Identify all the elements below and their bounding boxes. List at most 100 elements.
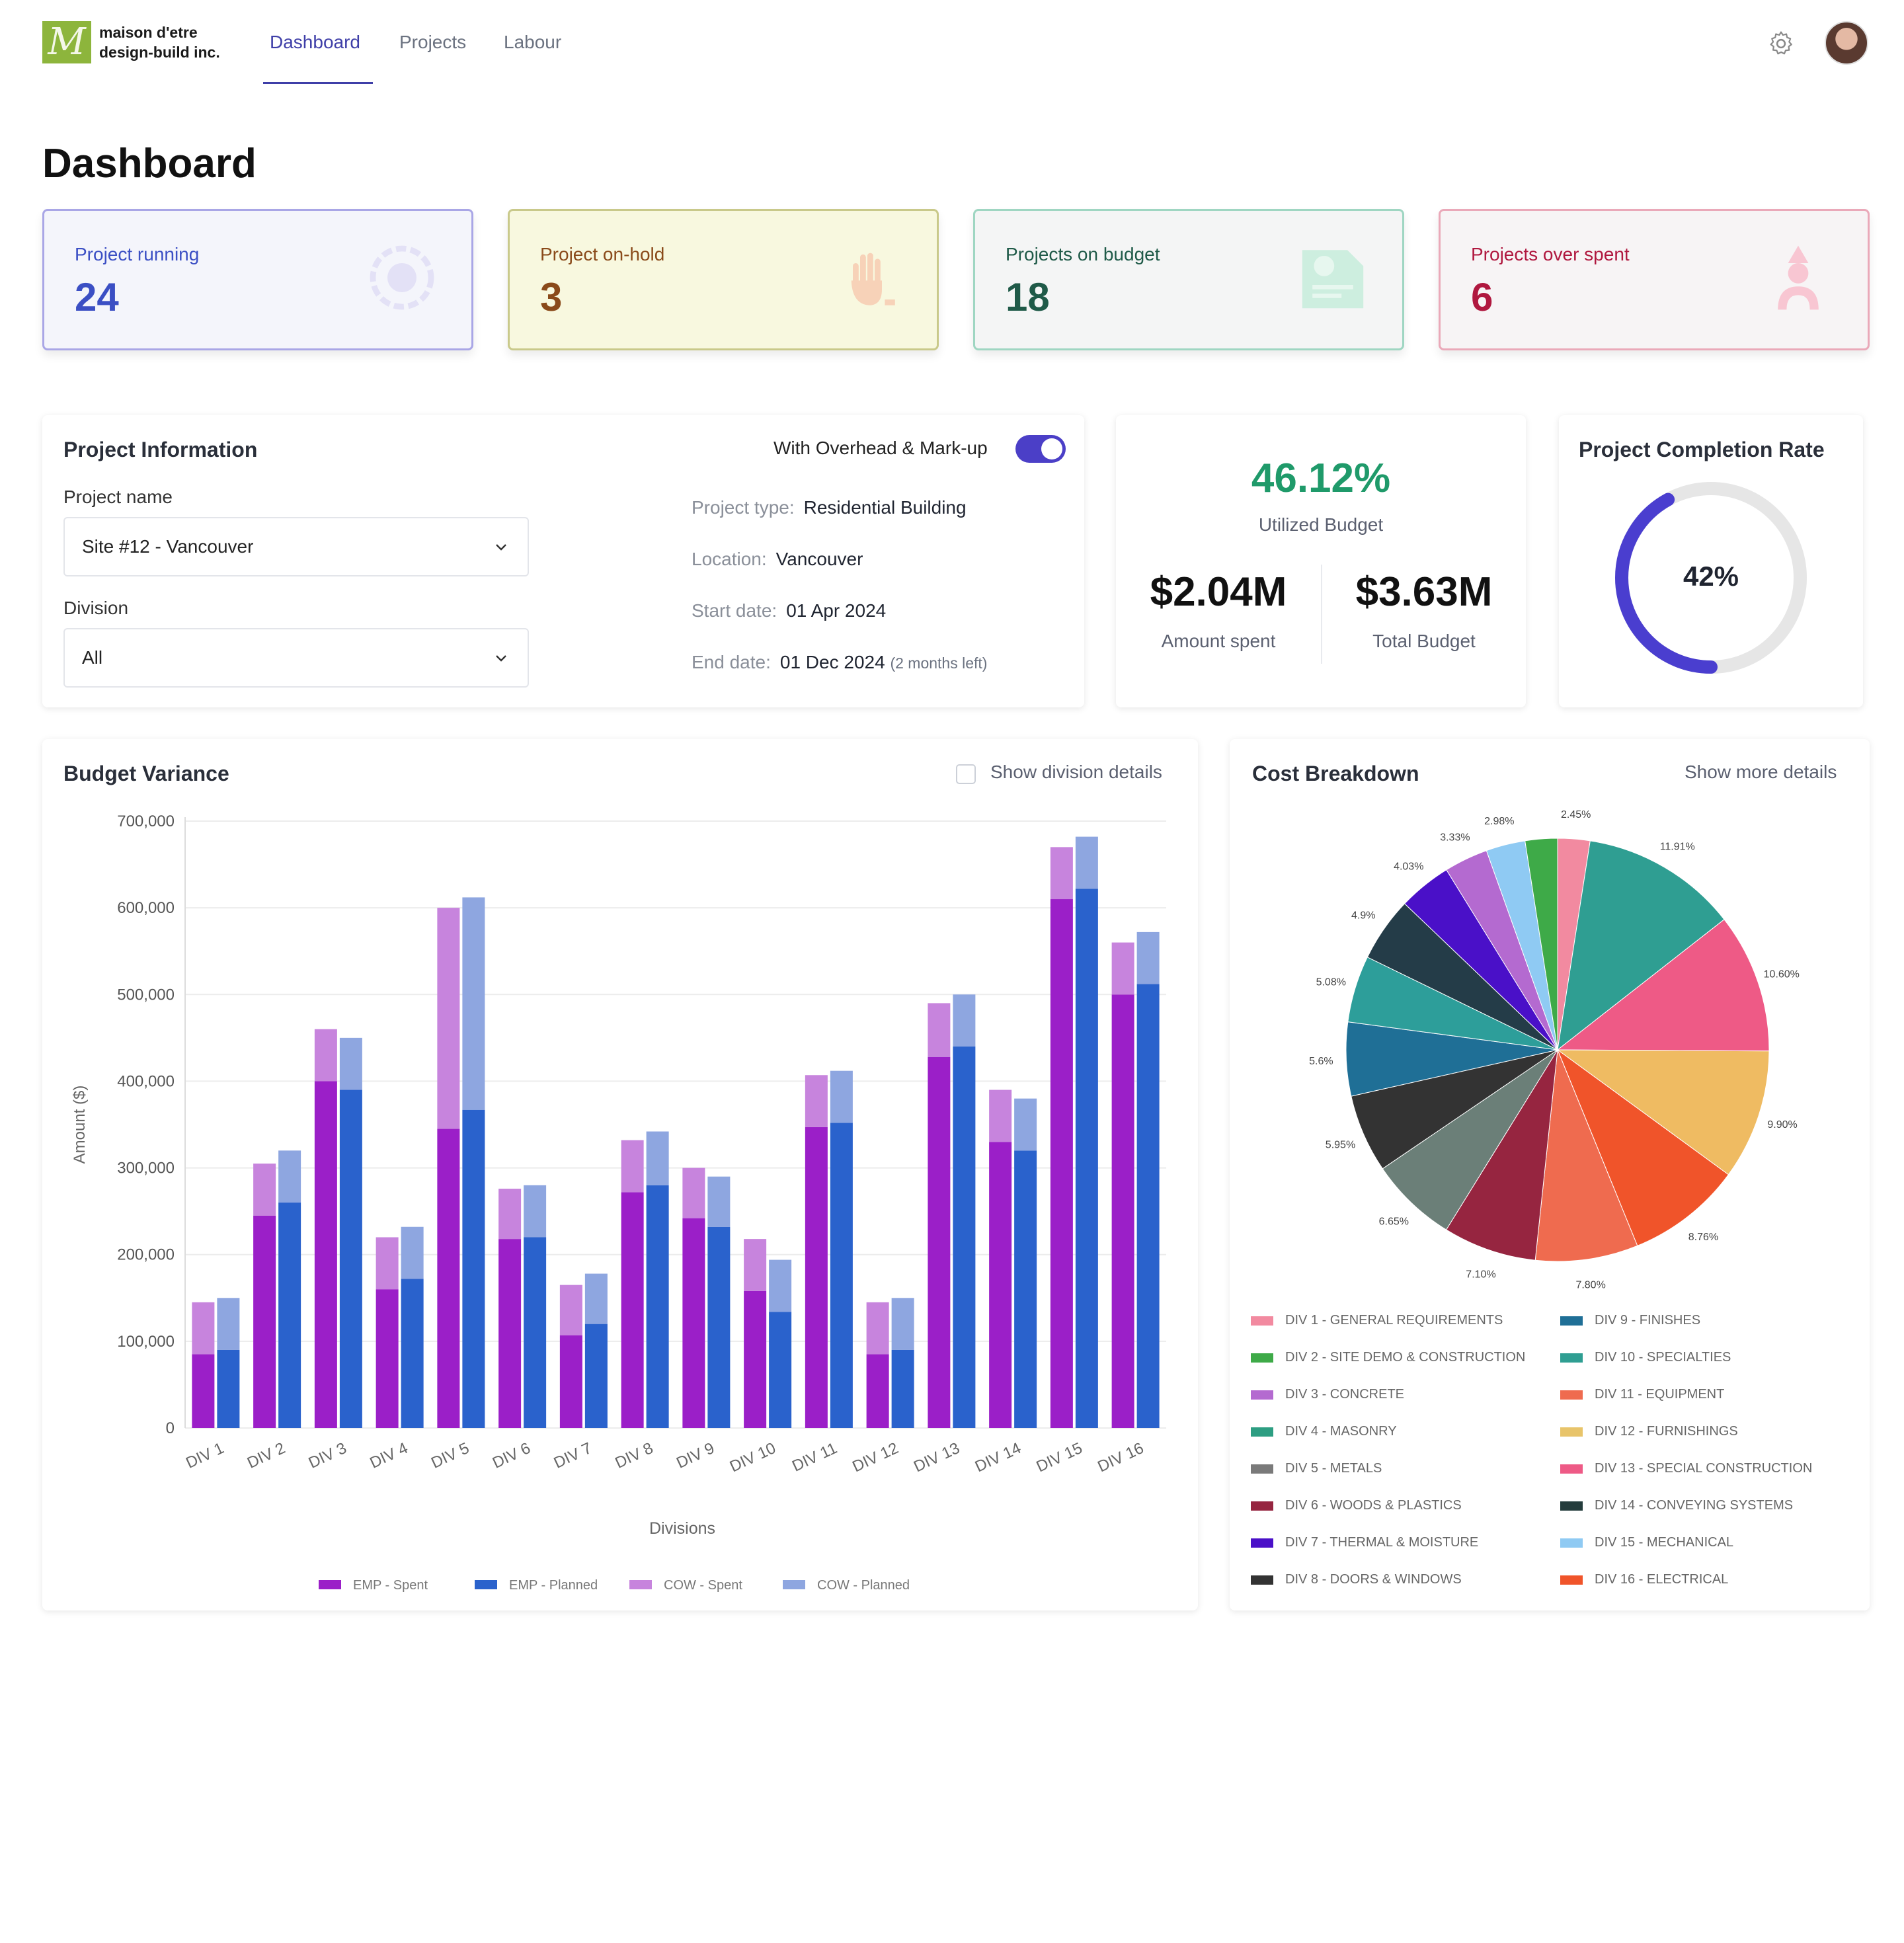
bar-emp-planned[interactable] <box>401 1279 424 1428</box>
legend-item[interactable]: DIV 11 - EQUIPMENT <box>1560 1387 1724 1402</box>
bar-emp-planned[interactable] <box>1014 1150 1037 1428</box>
bar-cow-planned[interactable] <box>339 1037 362 1090</box>
bar-emp-planned[interactable] <box>707 1226 731 1428</box>
bar-emp-planned[interactable] <box>646 1185 669 1428</box>
bar-cow-planned[interactable] <box>1014 1098 1037 1151</box>
bar-emp-spent[interactable] <box>192 1354 215 1428</box>
pie-slice[interactable] <box>1556 1049 1770 1175</box>
bar-emp-planned[interactable] <box>891 1349 914 1428</box>
legend-item[interactable]: DIV 1 - GENERAL REQUIREMENTS <box>1251 1313 1503 1328</box>
legend-item[interactable]: DIV 6 - WOODS & PLASTICS <box>1251 1498 1462 1513</box>
bar-cow-planned[interactable] <box>1075 836 1098 889</box>
overhead-markup-toggle[interactable] <box>1015 435 1066 463</box>
bar-emp-spent[interactable] <box>682 1218 705 1428</box>
bar-cow-planned[interactable] <box>1136 932 1160 984</box>
bar-emp-spent[interactable] <box>989 1142 1012 1428</box>
bar-cow-spent[interactable] <box>866 1302 889 1355</box>
user-avatar[interactable] <box>1825 21 1868 65</box>
bar-cow-spent[interactable] <box>1111 942 1134 995</box>
legend-label[interactable]: EMP - Spent <box>353 1578 428 1593</box>
bar-cow-planned[interactable] <box>953 994 976 1047</box>
settings-gear-icon[interactable] <box>1766 29 1796 58</box>
bar-cow-planned[interactable] <box>524 1185 547 1238</box>
bar-cow-spent[interactable] <box>498 1189 522 1240</box>
bar-emp-planned[interactable] <box>462 1109 485 1428</box>
bar-cow-planned[interactable] <box>584 1273 608 1324</box>
bar-emp-planned[interactable] <box>524 1237 547 1428</box>
bar-emp-spent[interactable] <box>928 1056 951 1428</box>
bar-cow-planned[interactable] <box>646 1131 669 1185</box>
pie-slice[interactable] <box>1557 840 1725 1051</box>
bar-emp-planned[interactable] <box>339 1090 362 1428</box>
kpi-card-projects-over-spent[interactable]: Projects over spent 6 <box>1439 209 1870 350</box>
bar-cow-spent[interactable] <box>192 1302 215 1355</box>
bar-cow-spent[interactable] <box>928 1003 951 1057</box>
legend-item[interactable]: DIV 7 - THERMAL & MOISTURE <box>1251 1535 1478 1550</box>
bar-emp-spent[interactable] <box>253 1215 276 1428</box>
bar-emp-spent[interactable] <box>744 1290 767 1428</box>
bar-emp-planned[interactable] <box>1136 984 1160 1428</box>
bar-cow-planned[interactable] <box>707 1176 731 1227</box>
bar-emp-spent[interactable] <box>621 1192 644 1428</box>
bar-emp-planned[interactable] <box>217 1349 240 1428</box>
pie-slice[interactable] <box>1556 1049 1729 1247</box>
legend-item[interactable]: DIV 5 - METALS <box>1251 1461 1382 1476</box>
bar-cow-planned[interactable] <box>891 1298 914 1350</box>
bar-cow-planned[interactable] <box>278 1150 301 1203</box>
kpi-card-project-on-hold[interactable]: Project on-hold 3 <box>508 209 939 350</box>
bar-cow-spent[interactable] <box>621 1140 644 1193</box>
bar-cow-planned[interactable] <box>830 1070 853 1123</box>
pie-slice[interactable] <box>1351 1049 1558 1170</box>
pie-slice[interactable] <box>1382 1049 1558 1230</box>
legend-item[interactable]: DIV 9 - FINISHES <box>1560 1313 1700 1328</box>
bar-emp-spent[interactable] <box>376 1289 399 1428</box>
legend-item[interactable]: DIV 13 - SPECIAL CONSTRUCTION <box>1560 1461 1812 1476</box>
nav-tab-labour[interactable]: Labour <box>504 32 562 52</box>
bar-emp-planned[interactable] <box>953 1046 976 1428</box>
nav-tab-dashboard[interactable]: Dashboard <box>270 32 360 52</box>
legend-item[interactable]: DIV 14 - CONVEYING SYSTEMS <box>1560 1498 1793 1513</box>
pie-slice[interactable] <box>1445 1049 1558 1261</box>
show-division-details-label[interactable]: Show division details <box>990 762 1162 782</box>
legend-item[interactable]: DIV 16 - ELECTRICAL <box>1560 1572 1728 1587</box>
kpi-card-project-running[interactable]: Project running 24 <box>42 209 473 350</box>
bar-emp-spent[interactable] <box>1050 899 1073 1428</box>
bar-cow-planned[interactable] <box>769 1259 792 1312</box>
bar-cow-spent[interactable] <box>744 1239 767 1291</box>
show-more-details-link[interactable]: Show more details <box>1685 762 1837 782</box>
bar-cow-spent[interactable] <box>989 1090 1012 1142</box>
bar-cow-spent[interactable] <box>682 1168 705 1218</box>
bar-cow-planned[interactable] <box>217 1298 240 1350</box>
legend-item[interactable]: DIV 10 - SPECIALTIES <box>1560 1350 1731 1365</box>
legend-item[interactable]: DIV 8 - DOORS & WINDOWS <box>1251 1572 1462 1587</box>
bar-emp-spent[interactable] <box>559 1335 582 1428</box>
bar-emp-spent[interactable] <box>437 1129 460 1428</box>
kpi-card-projects-on-budget[interactable]: Projects on budget 18 <box>973 209 1404 350</box>
legend-label[interactable]: COW - Spent <box>664 1578 742 1593</box>
bar-cow-spent[interactable] <box>1050 847 1073 900</box>
bar-cow-spent[interactable] <box>437 908 460 1129</box>
bar-emp-planned[interactable] <box>584 1324 608 1428</box>
legend-item[interactable]: DIV 15 - MECHANICAL <box>1560 1535 1733 1550</box>
legend-item[interactable]: DIV 12 - FURNISHINGS <box>1560 1424 1738 1439</box>
legend-label[interactable]: EMP - Planned <box>509 1578 598 1593</box>
bar-cow-spent[interactable] <box>253 1164 276 1216</box>
pie-slice[interactable] <box>1525 838 1558 1051</box>
legend-item[interactable]: DIV 3 - CONCRETE <box>1251 1387 1404 1402</box>
bar-emp-spent[interactable] <box>1111 994 1134 1428</box>
legend-item[interactable]: DIV 2 - SITE DEMO & CONSTRUCTION <box>1251 1350 1525 1365</box>
bar-emp-spent[interactable] <box>866 1354 889 1428</box>
legend-label[interactable]: COW - Planned <box>817 1578 910 1593</box>
bar-cow-planned[interactable] <box>462 897 485 1110</box>
bar-emp-spent[interactable] <box>498 1239 522 1428</box>
legend-item[interactable]: DIV 4 - MASONRY <box>1251 1424 1397 1439</box>
bar-cow-spent[interactable] <box>805 1075 828 1127</box>
bar-emp-planned[interactable] <box>769 1312 792 1428</box>
pie-slice[interactable] <box>1556 919 1770 1052</box>
bar-emp-planned[interactable] <box>1075 889 1098 1428</box>
project-name-select[interactable]: Site #12 - Vancouver <box>63 517 529 576</box>
division-select[interactable]: All <box>63 628 529 688</box>
nav-tab-projects[interactable]: Projects <box>399 32 467 52</box>
bar-emp-planned[interactable] <box>830 1123 853 1428</box>
bar-cow-spent[interactable] <box>376 1237 399 1290</box>
